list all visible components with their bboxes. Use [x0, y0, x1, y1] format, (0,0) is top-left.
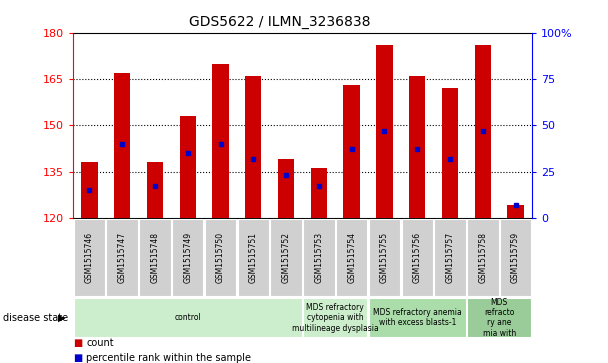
Text: disease state: disease state	[3, 313, 68, 323]
Text: MDS refractory anemia
with excess blasts-1: MDS refractory anemia with excess blasts…	[373, 308, 461, 327]
Text: MDS
refracto
ry ane
mia with: MDS refracto ry ane mia with	[483, 298, 516, 338]
Text: ▶: ▶	[58, 313, 65, 323]
Title: GDS5622 / ILMN_3236838: GDS5622 / ILMN_3236838	[188, 15, 370, 29]
Text: GSM1515747: GSM1515747	[117, 232, 126, 283]
Text: GSM1515753: GSM1515753	[314, 232, 323, 283]
Bar	[475, 45, 491, 218]
Bar	[74, 219, 105, 296]
Text: ■: ■	[73, 353, 82, 363]
Bar	[467, 298, 531, 337]
Bar	[376, 45, 393, 218]
Bar	[81, 162, 97, 218]
Text: GSM1515755: GSM1515755	[380, 232, 389, 283]
Bar	[409, 76, 426, 218]
Text: control: control	[174, 313, 201, 322]
Text: ■: ■	[73, 338, 82, 348]
Text: count: count	[86, 338, 114, 348]
Bar	[179, 116, 196, 218]
Bar	[139, 219, 171, 296]
Bar	[303, 298, 367, 337]
Bar	[245, 76, 261, 218]
Bar	[368, 219, 400, 296]
Text: MDS refractory
cytopenia with
multilineage dysplasia: MDS refractory cytopenia with multilinea…	[292, 303, 379, 333]
Bar	[238, 219, 269, 296]
Bar	[508, 205, 524, 218]
Bar	[106, 219, 138, 296]
Text: GSM1515752: GSM1515752	[282, 232, 291, 283]
Bar	[114, 73, 130, 218]
Bar	[336, 219, 367, 296]
Bar	[467, 219, 499, 296]
Text: GSM1515751: GSM1515751	[249, 232, 258, 283]
Bar	[205, 219, 237, 296]
Bar	[401, 219, 433, 296]
Bar	[442, 88, 458, 218]
Bar	[434, 219, 466, 296]
Bar	[368, 298, 466, 337]
Text: GSM1515746: GSM1515746	[85, 232, 94, 283]
Bar	[344, 85, 360, 218]
Bar	[271, 219, 302, 296]
Text: GSM1515750: GSM1515750	[216, 232, 225, 283]
Bar	[500, 219, 531, 296]
Text: GSM1515759: GSM1515759	[511, 232, 520, 283]
Text: GSM1515754: GSM1515754	[347, 232, 356, 283]
Text: GSM1515748: GSM1515748	[150, 232, 159, 283]
Bar	[172, 219, 204, 296]
Bar	[303, 219, 334, 296]
Bar	[311, 168, 327, 218]
Text: GSM1515757: GSM1515757	[446, 232, 455, 283]
Text: GSM1515758: GSM1515758	[478, 232, 488, 283]
Text: GSM1515756: GSM1515756	[413, 232, 422, 283]
Text: percentile rank within the sample: percentile rank within the sample	[86, 353, 251, 363]
Bar	[212, 64, 229, 218]
Bar	[147, 162, 163, 218]
Bar	[278, 159, 294, 218]
Bar	[74, 298, 302, 337]
Text: GSM1515749: GSM1515749	[183, 232, 192, 283]
